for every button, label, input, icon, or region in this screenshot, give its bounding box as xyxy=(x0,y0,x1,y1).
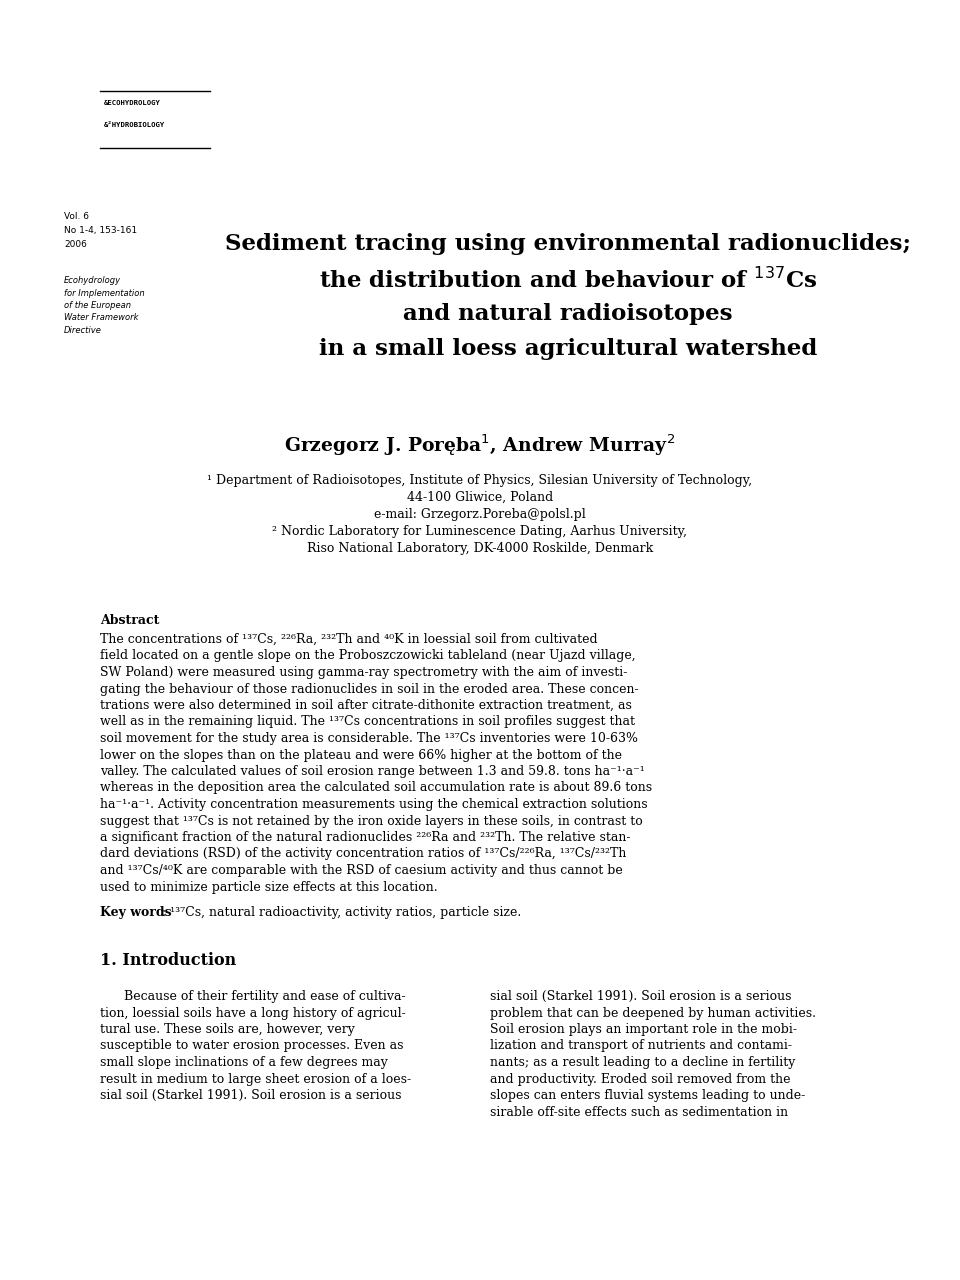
Text: 44-100 Gliwice, Poland: 44-100 Gliwice, Poland xyxy=(407,492,553,504)
Text: &²HYDROBIOLOGY: &²HYDROBIOLOGY xyxy=(104,122,165,128)
Text: tural use. These soils are, however, very: tural use. These soils are, however, ver… xyxy=(100,1023,355,1036)
Text: tion, loessial soils have a long history of agricul-: tion, loessial soils have a long history… xyxy=(100,1006,406,1019)
Text: sial soil (Starkel 1991). Soil erosion is a serious: sial soil (Starkel 1991). Soil erosion i… xyxy=(100,1089,401,1102)
Text: Riso National Laboratory, DK-4000 Roskilde, Denmark: Riso National Laboratory, DK-4000 Roskil… xyxy=(307,541,653,556)
Text: problem that can be deepened by human activities.: problem that can be deepened by human ac… xyxy=(490,1006,816,1019)
Text: 1. Introduction: 1. Introduction xyxy=(100,952,236,969)
Text: soil movement for the study area is considerable. The ¹³⁷Cs inventories were 10-: soil movement for the study area is cons… xyxy=(100,732,638,745)
Text: The concentrations of ¹³⁷Cs, ²²⁶Ra, ²³²Th and ⁴⁰K in loessial soil from cultivat: The concentrations of ¹³⁷Cs, ²²⁶Ra, ²³²T… xyxy=(100,634,598,646)
Text: and ¹³⁷Cs/⁴⁰K are comparable with the RSD of caesium activity and thus cannot be: and ¹³⁷Cs/⁴⁰K are comparable with the RS… xyxy=(100,864,623,877)
Text: whereas in the deposition area the calculated soil accumulation rate is about 89: whereas in the deposition area the calcu… xyxy=(100,782,652,795)
Text: Grzegorz J. Poręba$^1$, Andrew Murray$^2$: Grzegorz J. Poręba$^1$, Andrew Murray$^2… xyxy=(284,431,676,457)
Text: : ¹³⁷Cs, natural radioactivity, activity ratios, particle size.: : ¹³⁷Cs, natural radioactivity, activity… xyxy=(162,906,521,919)
Text: dard deviations (RSD) of the activity concentration ratios of ¹³⁷Cs/²²⁶Ra, ¹³⁷Cs: dard deviations (RSD) of the activity co… xyxy=(100,847,626,860)
Text: Abstract: Abstract xyxy=(100,614,159,627)
Text: small slope inclinations of a few degrees may: small slope inclinations of a few degree… xyxy=(100,1056,388,1069)
Text: trations were also determined in soil after citrate-dithonite extraction treatme: trations were also determined in soil af… xyxy=(100,699,632,712)
Text: sial soil (Starkel 1991). Soil erosion is a serious: sial soil (Starkel 1991). Soil erosion i… xyxy=(490,989,791,1004)
Text: 2006: 2006 xyxy=(64,241,86,250)
Text: the distribution and behaviour of $^{137}$Cs: the distribution and behaviour of $^{137… xyxy=(319,268,817,293)
Text: used to minimize particle size effects at this location.: used to minimize particle size effects a… xyxy=(100,881,438,893)
Text: ha⁻¹·a⁻¹. Activity concentration measurements using the chemical extraction solu: ha⁻¹·a⁻¹. Activity concentration measure… xyxy=(100,797,648,812)
Text: Ecohydrology
for Implementation
of the European
Water Framework
Directive: Ecohydrology for Implementation of the E… xyxy=(64,276,145,335)
Text: Key words: Key words xyxy=(100,906,172,919)
Text: susceptible to water erosion processes. Even as: susceptible to water erosion processes. … xyxy=(100,1039,403,1052)
Text: and natural radioisotopes: and natural radioisotopes xyxy=(403,303,732,325)
Text: e-mail: Grzegorz.Poreba@polsl.pl: e-mail: Grzegorz.Poreba@polsl.pl xyxy=(374,508,586,521)
Text: suggest that ¹³⁷Cs is not retained by the iron oxide layers in these soils, in c: suggest that ¹³⁷Cs is not retained by th… xyxy=(100,814,643,827)
Text: valley. The calculated values of soil erosion range between 1.3 and 59.8. tons h: valley. The calculated values of soil er… xyxy=(100,765,645,778)
Text: Soil erosion plays an important role in the mobi-: Soil erosion plays an important role in … xyxy=(490,1023,797,1036)
Text: gating the behaviour of those radionuclides in soil in the eroded area. These co: gating the behaviour of those radionucli… xyxy=(100,682,638,695)
Text: nants; as a result leading to a decline in fertility: nants; as a result leading to a decline … xyxy=(490,1056,796,1069)
Text: No 1-4, 153-161: No 1-4, 153-161 xyxy=(64,227,137,236)
Text: in a small loess agricultural watershed: in a small loess agricultural watershed xyxy=(319,338,817,360)
Text: field located on a gentle slope on the Proboszczowicki tableland (near Ujazd vil: field located on a gentle slope on the P… xyxy=(100,649,636,663)
Text: sirable off-site effects such as sedimentation in: sirable off-site effects such as sedimen… xyxy=(490,1106,788,1119)
Text: Because of their fertility and ease of cultiva-: Because of their fertility and ease of c… xyxy=(100,989,406,1004)
Text: Sediment tracing using environmental radionuclides;: Sediment tracing using environmental rad… xyxy=(225,233,911,255)
Text: and productivity. Eroded soil removed from the: and productivity. Eroded soil removed fr… xyxy=(490,1073,790,1085)
Text: Vol. 6: Vol. 6 xyxy=(64,212,89,221)
Text: a significant fraction of the natural radionuclides ²²⁶Ra and ²³²Th. The relativ: a significant fraction of the natural ra… xyxy=(100,831,631,844)
Text: well as in the remaining liquid. The ¹³⁷Cs concentrations in soil profiles sugge: well as in the remaining liquid. The ¹³⁷… xyxy=(100,716,635,728)
Text: &ECOHYDROLOGY: &ECOHYDROLOGY xyxy=(104,100,161,106)
Text: slopes can enters fluvial systems leading to unde-: slopes can enters fluvial systems leadin… xyxy=(490,1089,805,1102)
Text: ² Nordic Laboratory for Luminescence Dating, Aarhus University,: ² Nordic Laboratory for Luminescence Dat… xyxy=(273,525,687,538)
Text: lization and transport of nutrients and contami-: lization and transport of nutrients and … xyxy=(490,1039,792,1052)
Text: lower on the slopes than on the plateau and were 66% higher at the bottom of the: lower on the slopes than on the plateau … xyxy=(100,749,622,762)
Text: SW Poland) were measured using gamma-ray spectrometry with the aim of investi-: SW Poland) were measured using gamma-ray… xyxy=(100,666,628,678)
Text: result in medium to large sheet erosion of a loes-: result in medium to large sheet erosion … xyxy=(100,1073,411,1085)
Text: ¹ Department of Radioisotopes, Institute of Physics, Silesian University of Tech: ¹ Department of Radioisotopes, Institute… xyxy=(207,474,753,486)
